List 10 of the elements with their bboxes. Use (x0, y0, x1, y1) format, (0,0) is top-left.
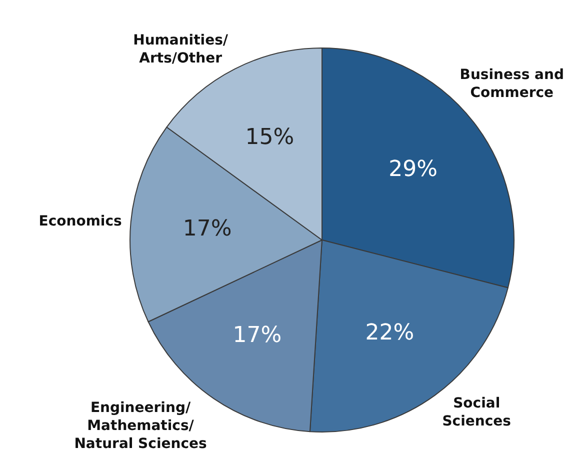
data-label: 29% (388, 156, 438, 182)
slice-label: Economics (38, 214, 122, 230)
slice-label: Engineering/Mathematics/Natural Sciences (74, 400, 207, 452)
slice-label: Social Sciences (442, 396, 511, 430)
data-label: 17% (182, 216, 232, 242)
data-label: 15% (245, 124, 294, 150)
slice-label: Business and Commerce (460, 66, 564, 101)
data-label: 17% (232, 322, 282, 348)
data-label: 22% (365, 320, 414, 346)
slice-label: Humanities/Arts/Other (133, 32, 229, 66)
